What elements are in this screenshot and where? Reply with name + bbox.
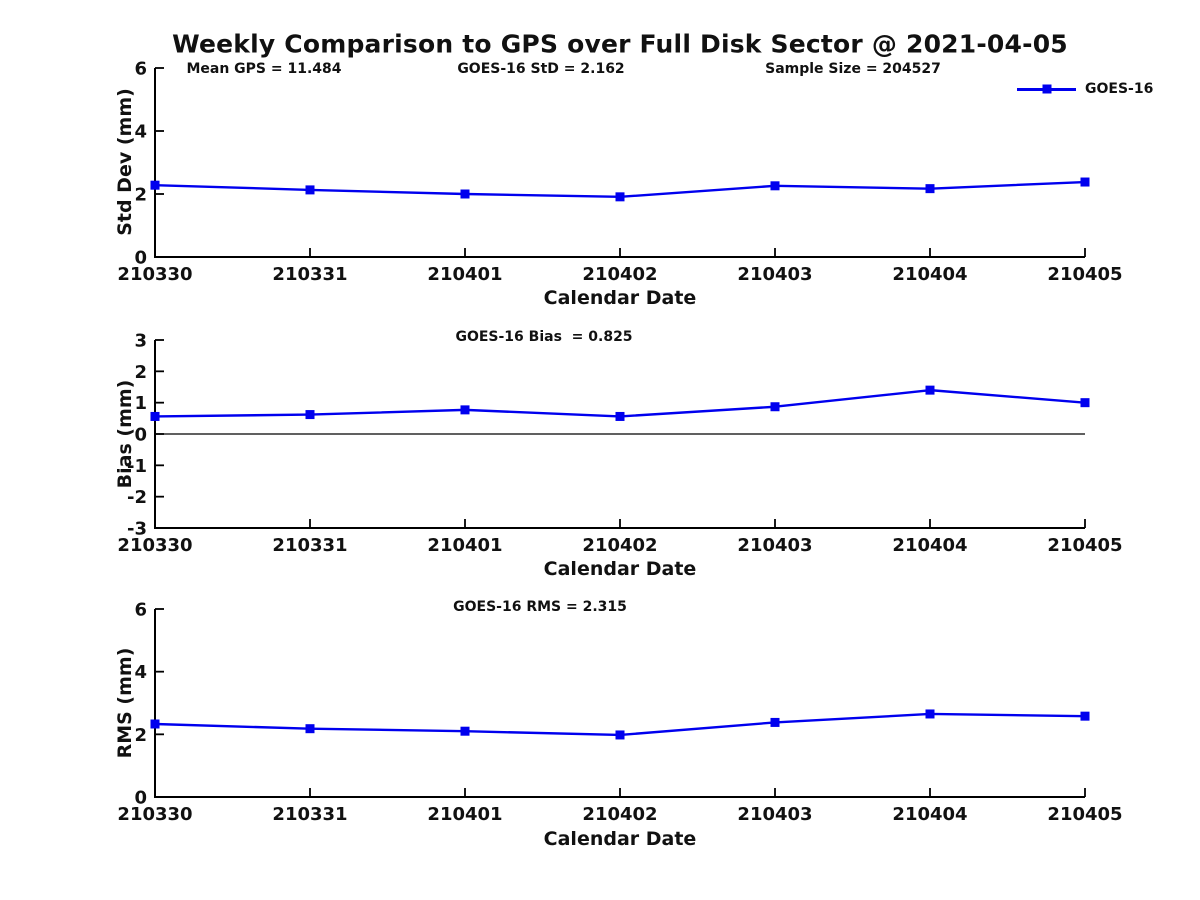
x-tick-label: 210401 <box>427 264 502 285</box>
annotation-goes16-std: GOES-16 StD = 2.162 <box>457 61 625 77</box>
x-tick-label: 210403 <box>737 804 812 825</box>
y-tick-label: 0 <box>134 425 147 446</box>
x-tick-label: 210403 <box>737 535 812 556</box>
x-tick-label: 210404 <box>892 264 967 285</box>
x-tick-label: 210405 <box>1047 535 1122 556</box>
x-tick-label: 210330 <box>117 264 192 285</box>
subplot-rms: 0 2 4 6 210330 210331 210401 210402 210403 210404… <box>117 600 1122 826</box>
y-tick-label: -3 <box>127 519 147 540</box>
x-tick-label: 210405 <box>1047 264 1122 285</box>
data-point-marker <box>770 717 780 727</box>
x-tick-label: 210404 <box>892 535 967 556</box>
data-point-marker <box>615 411 625 421</box>
data-point-marker <box>460 189 470 199</box>
annotation-goes16-rms: GOES-16 RMS = 2.315 <box>453 599 627 615</box>
data-point-marker <box>460 405 470 415</box>
y-tick-label: 0 <box>134 248 147 269</box>
x-tick-label: 210330 <box>117 804 192 825</box>
data-point-marker <box>305 410 315 420</box>
annotation-goes16-bias: GOES-16 Bias = 0.825 <box>455 329 633 345</box>
data-point-marker <box>1080 711 1090 721</box>
y-tick-label: 2 <box>134 362 147 383</box>
y-tick-label: 1 <box>134 393 147 414</box>
x-axis-label-3: Calendar Date <box>543 828 697 850</box>
data-point-marker <box>150 180 160 190</box>
data-point-marker <box>150 411 160 421</box>
y-tick-label: -2 <box>127 487 147 508</box>
series-line-GOES-16 <box>154 388 1086 418</box>
legend-label: GOES-16 <box>1085 81 1154 97</box>
x-tick-label: 210401 <box>427 804 502 825</box>
figure-title: Weekly Comparison to GPS over Full Disk … <box>172 29 1068 59</box>
data-point-marker <box>925 709 935 719</box>
y-axis-label-bias: Bias (mm) <box>114 379 136 489</box>
x-tick-label: 210401 <box>427 535 502 556</box>
x-tick-label: 210330 <box>117 535 192 556</box>
y-axis-label-rms: RMS (mm) <box>114 647 136 759</box>
y-tick-label: 4 <box>134 122 147 143</box>
y-axis-label-std-dev: Std Dev (mm) <box>114 88 136 236</box>
x-tick-label: 210402 <box>582 535 657 556</box>
x-tick-label: 210402 <box>582 264 657 285</box>
data-point-marker <box>770 402 780 412</box>
x-tick-label: 210405 <box>1047 804 1122 825</box>
series-line-GOES-16 <box>154 712 1086 737</box>
x-axis-label-2: Calendar Date <box>543 558 697 580</box>
x-tick-label: 210402 <box>582 804 657 825</box>
x-tick-label: 210331 <box>272 804 347 825</box>
data-point-marker <box>305 185 315 195</box>
data-point-marker <box>615 730 625 740</box>
x-axis-label-1: Calendar Date <box>543 287 697 309</box>
data-point-marker <box>1080 398 1090 408</box>
x-tick-label: 210331 <box>272 535 347 556</box>
x-tick-label: 210403 <box>737 264 812 285</box>
data-point-marker <box>150 719 160 729</box>
legend-line-sample <box>1017 84 1076 94</box>
data-point-marker <box>1080 177 1090 187</box>
series-line-GOES-16 <box>154 180 1086 199</box>
legend-square-marker-icon <box>1042 84 1051 94</box>
y-tick-label: 6 <box>134 600 147 621</box>
annotation-sample-size: Sample Size = 204527 <box>765 61 941 77</box>
data-point-marker <box>770 181 780 191</box>
y-tick-label: 6 <box>134 59 147 80</box>
x-tick-label: 210404 <box>892 804 967 825</box>
subplot-std-dev: 0 2 4 6 210330 210331 210401 210402 210403 210404… <box>117 59 1122 286</box>
data-point-marker <box>925 184 935 194</box>
y-tick-label: 2 <box>134 185 147 206</box>
y-tick-label: 2 <box>134 725 147 746</box>
legend: GOES-16 <box>1017 81 1153 97</box>
y-tick-label: 4 <box>134 662 147 683</box>
y-tick-label: 3 <box>134 331 147 352</box>
data-point-marker <box>460 726 470 736</box>
x-tick-label: 210331 <box>272 264 347 285</box>
data-point-marker <box>305 724 315 734</box>
y-tick-label: 0 <box>134 788 147 809</box>
data-point-marker <box>615 192 625 202</box>
data-point-marker <box>925 385 935 395</box>
annotation-mean-gps: Mean GPS = 11.484 <box>186 61 342 77</box>
